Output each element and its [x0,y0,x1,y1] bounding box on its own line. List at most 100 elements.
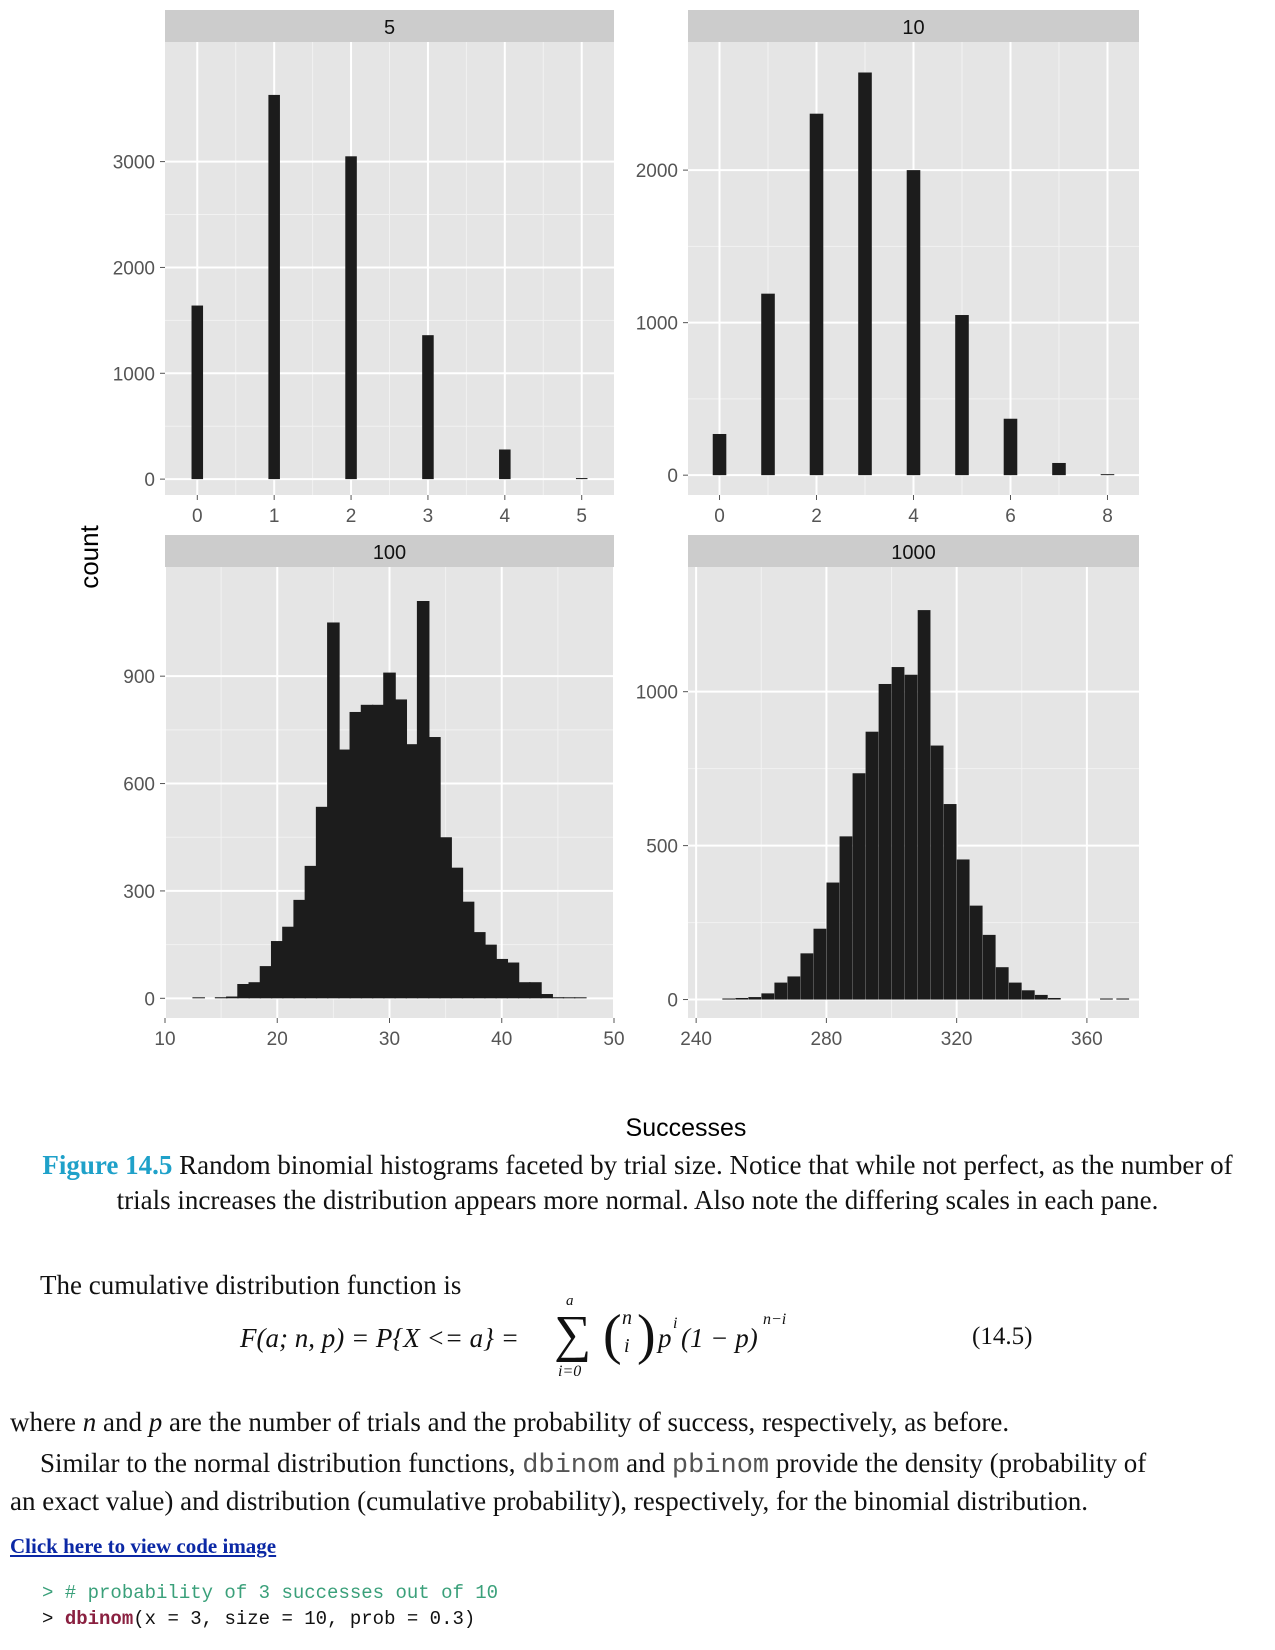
x-tick-label: 0 [192,506,203,527]
histogram-bar [722,998,736,1000]
histogram-bar [800,953,814,1000]
x-tick-label: 4 [908,506,919,527]
para2-text-b: and [619,1448,672,1478]
x-tick-label: 280 [811,1029,843,1050]
histogram-bar [865,731,879,1000]
facet-title: 100 [373,542,406,564]
x-tick-label: 10 [154,1029,175,1050]
y-tick-label: 1000 [636,683,678,704]
x-tick-label: 320 [941,1029,973,1050]
code-arguments: (x = 3, size = 10, prob = 0.3) [133,1608,476,1630]
histogram-bar [813,928,827,1000]
histogram-bar [349,711,363,999]
histogram-bar [416,601,430,999]
para1-text-a: where [10,1407,83,1437]
x-tick-label: 6 [1005,506,1016,527]
y-tick-label: 1000 [113,364,155,385]
histogram-bar [237,983,250,999]
histogram-bar [268,94,280,480]
histogram-bar [574,997,587,999]
para2-text-c: provide the density (probability of [769,1448,1147,1478]
histogram-bar [878,683,892,1000]
y-tick-label: 0 [144,989,155,1010]
x-tick-label: 240 [680,1029,712,1050]
histogram-bar [1116,998,1130,1000]
y-tick-label: 2000 [113,258,155,279]
histogram-bar [956,859,970,1000]
paragraph-where: where n and p are the number of trials a… [10,1405,1009,1440]
figure-caption: Figure 14.5 Random binomial histograms f… [30,1148,1245,1218]
histogram-bar [473,932,486,999]
histogram-bar [1047,997,1061,1000]
histogram-bar [774,982,788,1000]
histogram-bar [517,982,531,999]
term-mid: (1 − p) [681,1323,758,1353]
y-tick-label: 500 [646,837,678,858]
histogram-bar [422,335,434,480]
histogram-bar [930,745,944,1000]
y-tick-label: 2000 [636,161,678,182]
term-p: p [658,1323,672,1353]
x-tick-label: 3 [423,506,434,527]
histogram-bar [338,749,351,999]
histogram-bar [304,865,318,999]
paragraph-similar-line2: an exact value) and distribution (cumula… [10,1486,1088,1516]
histogram-bar [345,156,357,480]
histogram-bar [712,433,727,476]
equation-number: (14.5) [972,1323,1033,1350]
var-p: p [148,1407,163,1437]
facet-title: 5 [384,17,395,39]
y-tick-label: 3000 [113,153,155,174]
facet-strip [688,535,1139,567]
x-tick-label: 20 [267,1029,288,1050]
y-tick-label: 900 [123,667,155,688]
histogram-bar [1100,998,1113,1000]
histogram-bar [226,996,239,999]
y-tick-label: 300 [123,882,155,903]
histogram-bar [1003,418,1018,476]
histogram-bar [906,170,921,476]
term-sup-i: i [673,1315,678,1332]
histogram-bar [575,478,588,480]
facet-strip [165,535,614,567]
histogram-bar [955,315,969,476]
histogram-bar [450,867,464,999]
var-n: n [82,1407,97,1437]
histogram-bar [761,293,775,476]
binom-bottom: i [624,1335,630,1357]
code-line-call: > dbinom(x = 3, size = 10, prob = 0.3) [42,1608,475,1630]
sum-upper: a [566,1293,574,1309]
histogram-bar [360,704,374,999]
y-tick-label: 600 [123,775,155,796]
x-tick-label: 50 [603,1029,624,1050]
histogram-bar [259,966,273,999]
histogram-bar [982,934,996,1000]
histogram-bar [282,926,295,999]
histogram-bar [529,982,542,999]
caption-text: Random binomial histograms faceted by tr… [116,1150,1233,1215]
y-tick-label: 1000 [636,314,678,335]
histogram-bar [1021,990,1035,1000]
para1-text-c: are the number of trials and the probabi… [162,1407,1010,1437]
x-tick-label: 1 [269,506,280,527]
histogram-bar [1008,982,1022,1000]
view-code-image-link[interactable]: Click here to view code image [10,1534,277,1558]
x-tick-label: 0 [714,506,725,527]
equation-lhs: F(a; n, p) = P{X <= a} = [240,1323,519,1353]
histogram-bar [917,610,931,1000]
x-axis-label: Successes [626,1114,747,1140]
histogram-bar [809,113,824,476]
histogram-bar [315,806,329,999]
histogram-bar [191,305,204,480]
sum-lower: i=0 [558,1363,582,1380]
histogram-bar [943,804,957,1000]
x-tick-label: 8 [1102,506,1113,527]
x-tick-label: 30 [379,1029,400,1050]
histogram-bar [551,997,565,999]
histogram-bar [787,976,801,1000]
histogram-bar [540,994,553,999]
facet-strip [688,10,1139,42]
histogram-bar [394,699,408,999]
histogram-bar [461,901,475,999]
histogram-bar [852,773,866,1000]
